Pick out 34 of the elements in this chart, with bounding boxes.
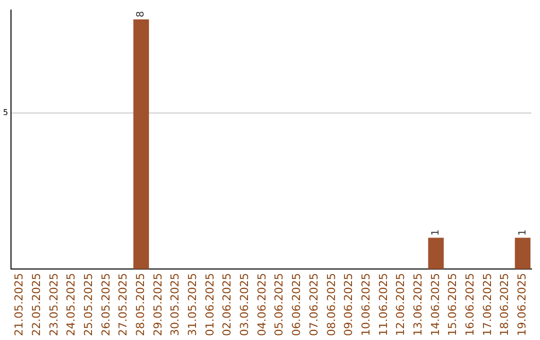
- x-tick-label: 24.05.2025: [64, 273, 78, 336]
- x-tick-label: 10.06.2025: [359, 273, 372, 336]
- x-tick-label: 04.06.2025: [255, 273, 268, 336]
- x-tick-label: 29.05.2025: [151, 273, 164, 336]
- x-tick-label: 03.06.2025: [238, 273, 252, 336]
- y-tick-label: 5: [2, 108, 8, 118]
- x-tick-label: 16.06.2025: [464, 273, 476, 336]
- x-tick-label: 11.06.2025: [376, 273, 390, 336]
- x-tick-label: 13.06.2025: [411, 273, 424, 336]
- x-tick-label: 12.06.2025: [394, 273, 408, 336]
- x-tick-label: 07.06.2025: [307, 273, 320, 336]
- x-tick-label: 18.06.2025: [498, 273, 512, 336]
- x-tick-label: 01.06.2025: [203, 273, 216, 336]
- x-tick-label: 23.05.2025: [47, 273, 60, 336]
- x-tick-label: 27.05.2025: [116, 273, 130, 336]
- x-tick-label: 21.05.2025: [12, 273, 26, 336]
- data-label: 1: [430, 229, 442, 236]
- x-tick-label: 22.05.2025: [30, 273, 43, 336]
- x-tick-label: 28.05.2025: [134, 273, 148, 336]
- x-tick-label: 25.05.2025: [82, 273, 95, 336]
- x-tick-label: 31.05.2025: [186, 273, 200, 336]
- x-tick-label: 02.06.2025: [220, 273, 234, 336]
- x-tick-label: 05.06.2025: [272, 273, 286, 336]
- x-tick-label: 15.06.2025: [446, 273, 460, 336]
- x-tick-label: 06.06.2025: [290, 273, 304, 336]
- data-label: 8: [136, 10, 147, 18]
- x-tick-label: 17.06.2025: [480, 273, 494, 336]
- x-tick-label: 26.05.2025: [99, 273, 112, 336]
- data-label: 1: [517, 229, 528, 236]
- x-tick-label: 19.06.2025: [516, 273, 529, 336]
- x-tick-label: 08.06.2025: [324, 273, 338, 336]
- x-tick-label: 09.06.2025: [342, 273, 356, 336]
- x-tick-label: 30.05.2025: [168, 273, 182, 336]
- x-tick-label: 14.06.2025: [428, 273, 442, 336]
